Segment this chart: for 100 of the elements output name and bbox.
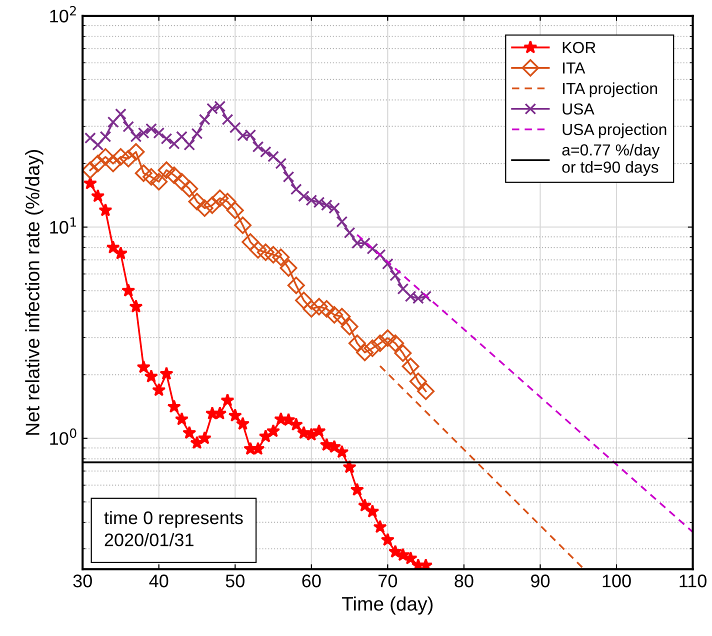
point <box>198 114 210 126</box>
legend-label: ITA projection <box>563 82 658 98</box>
point <box>191 128 203 140</box>
legend-label: KOR <box>562 42 596 54</box>
x-tick-label: 40 <box>149 574 168 588</box>
point <box>249 241 267 259</box>
point <box>107 116 119 128</box>
point <box>112 148 130 166</box>
x-tick-label: 110 <box>680 574 706 588</box>
x-tick-label: 90 <box>531 574 550 588</box>
x-tick-label: 70 <box>378 574 398 588</box>
point <box>100 130 112 142</box>
y-tick-label: 10$^{1}$ <box>50 217 76 234</box>
point <box>122 284 136 297</box>
point <box>340 318 358 336</box>
point <box>226 202 244 220</box>
legend-label: a=0.77 %/day or td=90 days <box>562 144 660 176</box>
point <box>342 460 356 474</box>
point <box>251 442 265 455</box>
point <box>98 203 112 216</box>
point <box>153 127 165 139</box>
point <box>168 138 180 150</box>
point <box>172 172 191 190</box>
point <box>264 246 282 264</box>
point <box>165 166 183 184</box>
point <box>394 344 412 362</box>
point <box>229 122 241 134</box>
point <box>287 276 305 294</box>
point <box>213 406 227 420</box>
point <box>236 416 250 430</box>
point <box>114 246 128 260</box>
annotation: time 0 represents 2020/01/31 <box>104 510 243 546</box>
point <box>282 171 294 183</box>
point <box>184 139 196 151</box>
point <box>266 424 280 438</box>
point <box>130 130 142 142</box>
point <box>310 298 328 316</box>
point <box>295 292 313 310</box>
point <box>268 150 280 162</box>
point <box>167 400 181 413</box>
point <box>104 154 122 172</box>
point <box>336 216 348 228</box>
point <box>258 429 272 442</box>
point <box>312 424 326 438</box>
point <box>364 339 382 357</box>
legend-label: USA projection <box>562 123 666 138</box>
point <box>145 123 158 135</box>
point <box>218 192 236 210</box>
point <box>348 334 366 352</box>
point <box>89 154 107 172</box>
point <box>144 369 158 383</box>
point <box>390 270 402 282</box>
point <box>220 393 234 406</box>
point <box>280 259 298 277</box>
point <box>402 358 420 376</box>
point <box>152 383 166 396</box>
point <box>335 444 349 458</box>
x-tick-label: 60 <box>302 574 321 588</box>
point <box>272 248 290 266</box>
point <box>382 258 394 270</box>
x-tick-label: 30 <box>73 574 92 588</box>
point <box>344 227 356 239</box>
point <box>176 130 188 142</box>
point <box>203 196 222 214</box>
legend-label: ITA <box>563 62 586 74</box>
point <box>418 558 433 570</box>
point <box>326 306 344 324</box>
y-tick-label: 10$^{0}$ <box>50 428 76 445</box>
x-axis-title: Time (day) <box>342 596 433 615</box>
point <box>275 158 287 170</box>
point <box>356 344 374 362</box>
point <box>373 520 387 534</box>
point <box>252 141 264 153</box>
point <box>260 146 272 158</box>
y-axis-title: Net relative infection rate (%/day) <box>25 150 44 435</box>
point <box>92 139 104 151</box>
point <box>134 164 152 182</box>
point <box>256 244 274 262</box>
point <box>182 426 196 439</box>
point <box>82 161 99 179</box>
point <box>234 216 252 234</box>
x-tick-label: 80 <box>454 574 474 588</box>
legend-label: USA <box>562 103 594 115</box>
point <box>409 372 427 390</box>
point <box>302 300 320 318</box>
point <box>158 161 176 179</box>
point <box>136 360 150 374</box>
point <box>333 308 351 326</box>
point <box>397 283 409 295</box>
point <box>371 334 389 352</box>
point <box>160 132 172 145</box>
point <box>114 108 126 120</box>
point <box>318 300 336 318</box>
point <box>174 412 189 426</box>
point <box>129 300 143 313</box>
point <box>120 150 138 168</box>
point <box>198 431 212 444</box>
point <box>378 329 396 347</box>
point <box>138 127 150 139</box>
y-tick-label: 10$^{2}$ <box>50 6 76 22</box>
